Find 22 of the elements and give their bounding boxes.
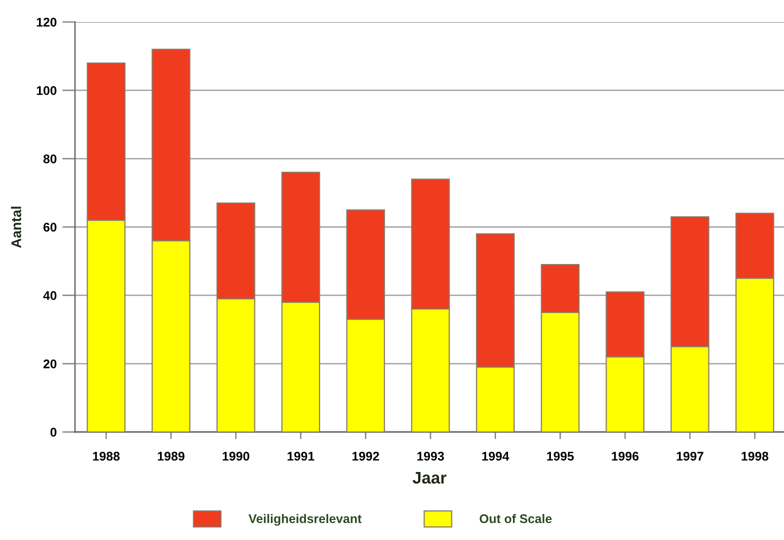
y-tick-label: 20 — [43, 359, 56, 368]
x-tick-label: 1998 — [742, 452, 768, 461]
x-tick-label: 1991 — [288, 452, 314, 461]
x-tick-label: 1992 — [352, 452, 380, 461]
y-tick-label: 120 — [36, 18, 56, 27]
x-tick-label: 1996 — [612, 452, 639, 461]
x-tick-label: 1995 — [547, 452, 574, 461]
y-tick-label: 40 — [43, 291, 56, 300]
x-axis-title: Jaar — [412, 472, 446, 484]
y-tick-label: 100 — [36, 86, 56, 95]
x-tick-label: 1989 — [158, 452, 184, 461]
x-tick-label: 1993 — [417, 452, 444, 461]
legend-label: Veiligheidsrelevant — [248, 514, 362, 526]
y-tick-label: 0 — [50, 428, 56, 437]
y-tick-label: 60 — [44, 222, 56, 232]
x-tick-label: 1988 — [93, 452, 120, 461]
y-tick-label: 80 — [43, 154, 56, 164]
x-tick-label: 1990 — [222, 452, 250, 461]
y-axis-title: Aantal — [11, 206, 22, 248]
x-tick-label: 1997 — [676, 452, 704, 461]
x-tick-label: 1994 — [482, 452, 510, 461]
legend-label: Out of Scale — [480, 514, 552, 524]
